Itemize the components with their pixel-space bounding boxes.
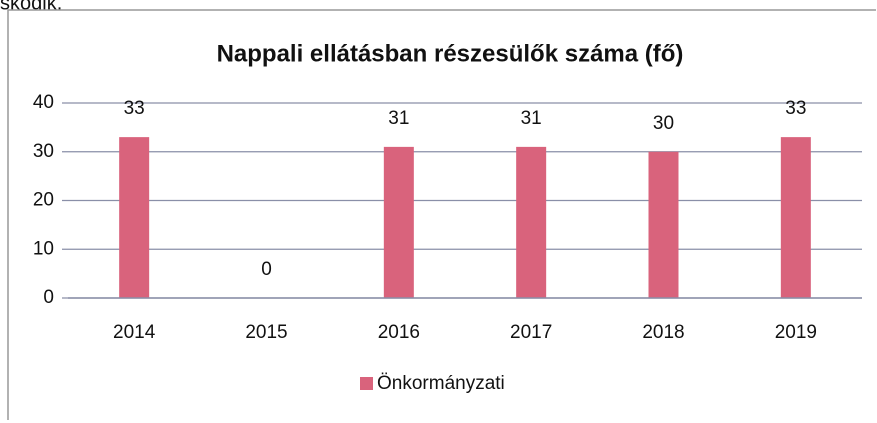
y-tick-label: 10 <box>33 238 54 259</box>
chart-title: Nappali ellátásban részesülők száma (fő) <box>217 40 684 67</box>
data-label: 31 <box>388 108 409 129</box>
chart-frame <box>7 9 876 420</box>
page-fragment: skodik. <box>0 0 62 14</box>
y-tick-label: 30 <box>33 141 54 162</box>
bar <box>119 137 150 298</box>
x-tick-label: 2016 <box>378 322 420 343</box>
bar <box>780 137 811 298</box>
x-tick-label: 2015 <box>245 322 287 343</box>
y-tick-label: 0 <box>43 287 54 308</box>
bar <box>383 146 414 298</box>
bar <box>648 151 679 298</box>
legend-swatch <box>360 377 373 390</box>
data-label: 30 <box>653 113 674 134</box>
data-label: 31 <box>521 108 542 129</box>
x-tick-label: 2017 <box>510 322 552 343</box>
y-tick-label: 20 <box>33 190 54 211</box>
x-tick-label: 2018 <box>642 322 684 343</box>
x-tick-label: 2014 <box>113 322 156 343</box>
data-label: 0 <box>261 259 272 280</box>
bar <box>516 146 547 298</box>
data-label: 33 <box>124 98 145 119</box>
y-tick-label: 40 <box>33 92 54 113</box>
legend-label: Önkormányzati <box>377 373 505 394</box>
x-tick-label: 2019 <box>775 322 817 343</box>
data-label: 33 <box>785 98 806 119</box>
